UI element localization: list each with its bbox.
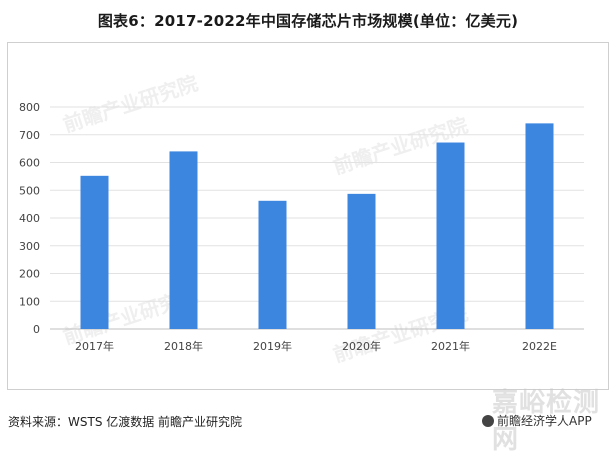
x-tick-label: 2017年 — [75, 339, 114, 353]
y-tick-label: 500 — [19, 184, 40, 197]
bar — [347, 193, 376, 329]
y-tick-label: 800 — [19, 101, 40, 114]
bar-chart: 0 100 200 300 400 500 600 700 800 2017年 2018年 2019年… — [19, 101, 584, 353]
x-tick-label: 2019年 — [253, 339, 292, 353]
brand-logo-icon — [482, 415, 494, 427]
y-tick-label: 400 — [19, 212, 40, 225]
watermark-site: 嘉峪检测网 — [492, 388, 601, 455]
brand-label: 前瞻经济学人APP — [482, 412, 592, 429]
bar — [80, 175, 109, 329]
y-tick-label: 600 — [19, 157, 40, 170]
bar — [436, 142, 465, 329]
y-tick-label: 300 — [19, 240, 40, 253]
y-tick-label: 700 — [19, 129, 40, 142]
x-tick-label: 2022E — [522, 340, 557, 353]
x-tick-label: 2018年 — [164, 339, 203, 353]
x-tick-label: 2020年 — [342, 339, 381, 353]
y-tick-label: 200 — [19, 268, 40, 281]
y-tick-label: 100 — [19, 295, 40, 308]
source-note: 资料来源：WSTS 亿渡数据 前瞻产业研究院 — [8, 415, 243, 429]
bar — [169, 151, 198, 329]
chart-title: 图表6：2017-2022年中国存储芯片市场规模(单位：亿美元) — [97, 12, 519, 30]
brand-text: 前瞻经济学人APP — [497, 414, 592, 428]
bar — [258, 200, 287, 329]
x-tick-label: 2021年 — [431, 339, 470, 353]
bar — [525, 123, 554, 329]
y-tick-label: 0 — [33, 323, 40, 336]
